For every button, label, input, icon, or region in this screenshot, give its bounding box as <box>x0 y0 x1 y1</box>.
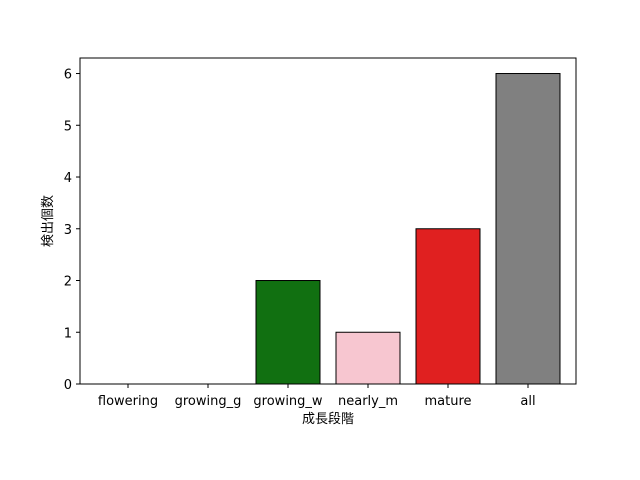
x-axis-label: 成長段階 <box>302 412 354 427</box>
y-tick-label-4: 4 <box>64 171 72 186</box>
y-tick-label-2: 2 <box>64 275 72 290</box>
bar-mature <box>415 228 481 385</box>
x-tick-label-growing_w: growing_w <box>253 394 323 409</box>
y-axis: 0 1 2 3 4 5 6 <box>64 68 80 393</box>
y-axis-label: 検出個数 <box>41 195 56 247</box>
bar-growing_w <box>255 280 321 385</box>
plot-frame <box>79 57 577 385</box>
y-tick-label-1: 1 <box>64 326 72 341</box>
x-tick-label-mature: mature <box>424 394 471 409</box>
x-tick-label-all: all <box>520 394 535 409</box>
x-axis: flowering growing_g growing_w nearly_m matur… <box>98 384 536 409</box>
x-tick-label-growing_g: growing_g <box>175 394 242 409</box>
y-tick-label-5: 5 <box>64 119 72 134</box>
bars-group <box>96 73 561 385</box>
y-tick-label-0: 0 <box>64 378 72 393</box>
x-tick-label-flowering: flowering <box>98 394 158 409</box>
y-tick-label-6: 6 <box>64 68 72 83</box>
bar-nearly_m <box>335 331 401 385</box>
x-tick-label-nearly_m: nearly_m <box>338 394 398 409</box>
y-tick-label-3: 3 <box>64 223 72 238</box>
bar-all <box>495 73 561 385</box>
